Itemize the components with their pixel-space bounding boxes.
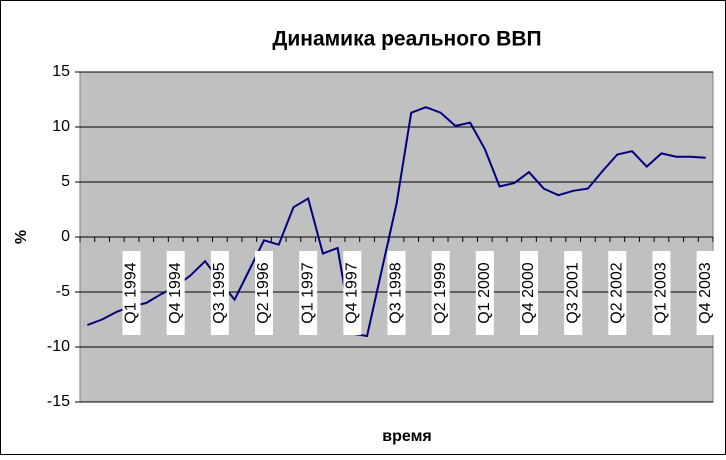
x-tick-label-bg <box>387 251 406 335</box>
data-line <box>87 106 706 338</box>
y-axis-label: % <box>13 230 30 244</box>
x-tick-label-bg <box>210 251 229 335</box>
x-tick-label: Q3 2001 <box>564 262 581 323</box>
x-tick-label-bg <box>475 251 494 335</box>
x-tick-label: Q1 2000 <box>476 262 493 323</box>
x-tick-label-bg <box>564 251 583 335</box>
y-tick-label: 10 <box>52 118 70 135</box>
x-tick-label: Q3 1998 <box>388 262 405 323</box>
x-tick-label: Q2 1999 <box>432 262 449 323</box>
x-tick-label-bg <box>343 251 362 335</box>
x-tick-label-bg <box>431 251 450 335</box>
x-tick-label: Q3 1995 <box>211 262 228 323</box>
x-tick-label-bg <box>519 251 538 335</box>
x-tick-label: Q4 1994 <box>167 262 184 323</box>
x-tick-label-bg <box>255 251 274 335</box>
x-tick-label-bg <box>696 251 715 335</box>
x-tick-label-bg <box>608 251 627 335</box>
y-tick-label: -15 <box>47 393 70 410</box>
x-tick-label: Q1 1997 <box>299 262 316 323</box>
x-tick-label: Q2 1996 <box>255 262 272 323</box>
x-tick-label-bg <box>652 251 671 335</box>
x-tick-label: Q4 2003 <box>697 262 714 323</box>
y-tick-label: 0 <box>61 228 70 245</box>
x-tick-label-bg <box>299 251 318 335</box>
x-tick-label: Q1 1994 <box>123 262 140 323</box>
x-tick-label: Q4 2000 <box>520 262 537 323</box>
x-tick-label: Q2 2002 <box>609 262 626 323</box>
y-tick-label: 5 <box>61 173 70 190</box>
x-tick-label-bg <box>166 251 185 335</box>
x-axis-label: время <box>382 428 431 445</box>
chart-title: Динамика реального ВВП <box>272 28 541 51</box>
x-tick-label: Q4 1997 <box>344 262 361 323</box>
y-tick-label: 15 <box>52 63 70 80</box>
y-tick-label: -5 <box>56 283 70 300</box>
x-tick-label-bg <box>122 251 141 335</box>
y-tick-label: -10 <box>47 338 70 355</box>
x-tick-label: Q1 2003 <box>653 262 670 323</box>
